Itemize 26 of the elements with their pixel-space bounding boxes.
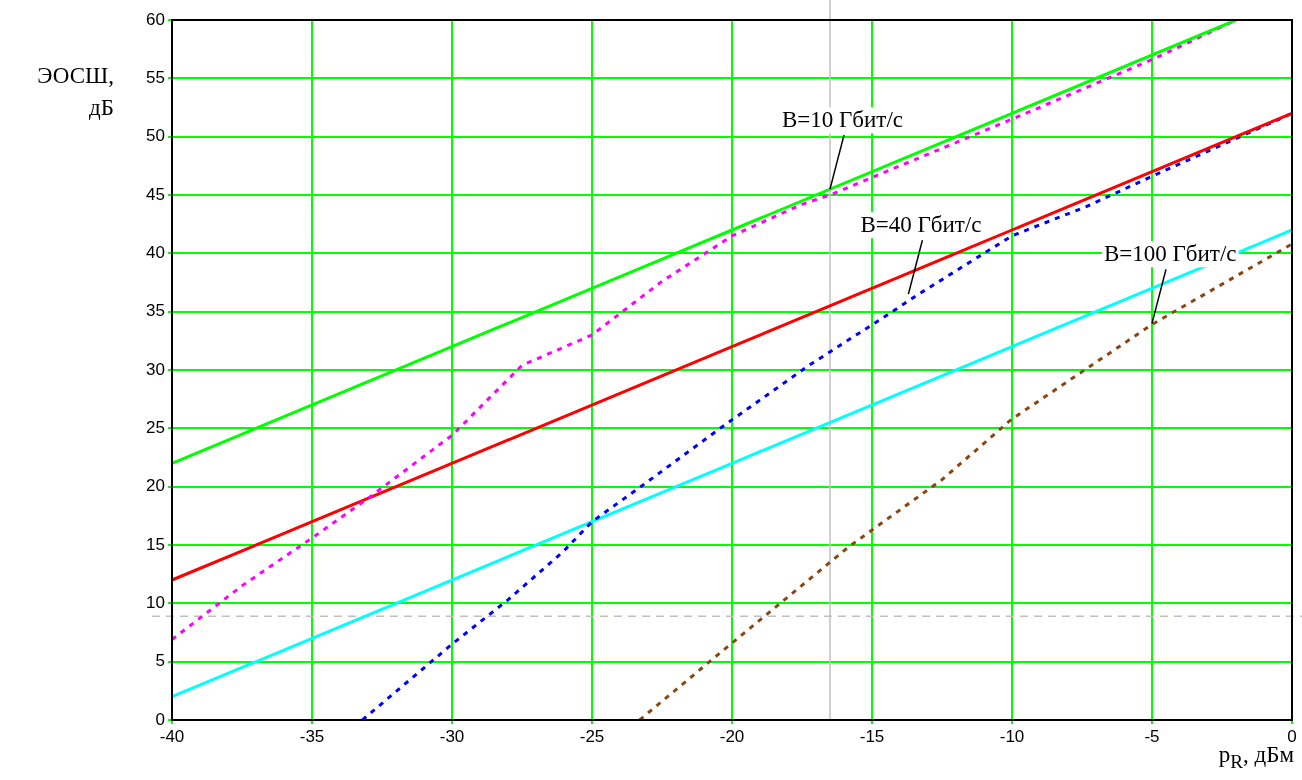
- y-tick-label: 5: [155, 651, 165, 671]
- x-tick-label: -35: [299, 726, 325, 746]
- x-tick-label: -40: [159, 726, 185, 746]
- annotation: B=10 Гбит/с: [782, 107, 904, 133]
- annotation: B=40 Гбит/с: [860, 212, 982, 238]
- x-tick-label: -15: [859, 726, 885, 746]
- x-tick-label: -25: [579, 726, 605, 746]
- x-tick-label: -20: [719, 726, 745, 746]
- y-tick-label: 50: [146, 126, 165, 146]
- y-tick-label: 25: [146, 418, 165, 438]
- y-tick-label: 10: [146, 593, 165, 613]
- y-axis-title: ЭОСШ, дБ: [36, 62, 114, 122]
- line-series: [638, 242, 1292, 720]
- y-tick-label: 30: [146, 359, 165, 379]
- x-tick-label: -5: [1144, 726, 1160, 746]
- y-tick-label: 45: [146, 184, 165, 204]
- y-tick-label: 55: [146, 68, 165, 88]
- y-tick-label: 20: [146, 476, 165, 496]
- x-tick-label: -10: [999, 726, 1025, 746]
- y-tick-label: 0: [155, 709, 165, 729]
- annotation: B=100 Гбит/с: [1104, 241, 1237, 267]
- y-tick-label: 15: [146, 534, 165, 554]
- y-tick-label: 40: [146, 243, 165, 263]
- x-tick-label: -30: [439, 726, 465, 746]
- y-tick-label: 60: [146, 9, 165, 29]
- y-tick-label: 35: [146, 301, 165, 321]
